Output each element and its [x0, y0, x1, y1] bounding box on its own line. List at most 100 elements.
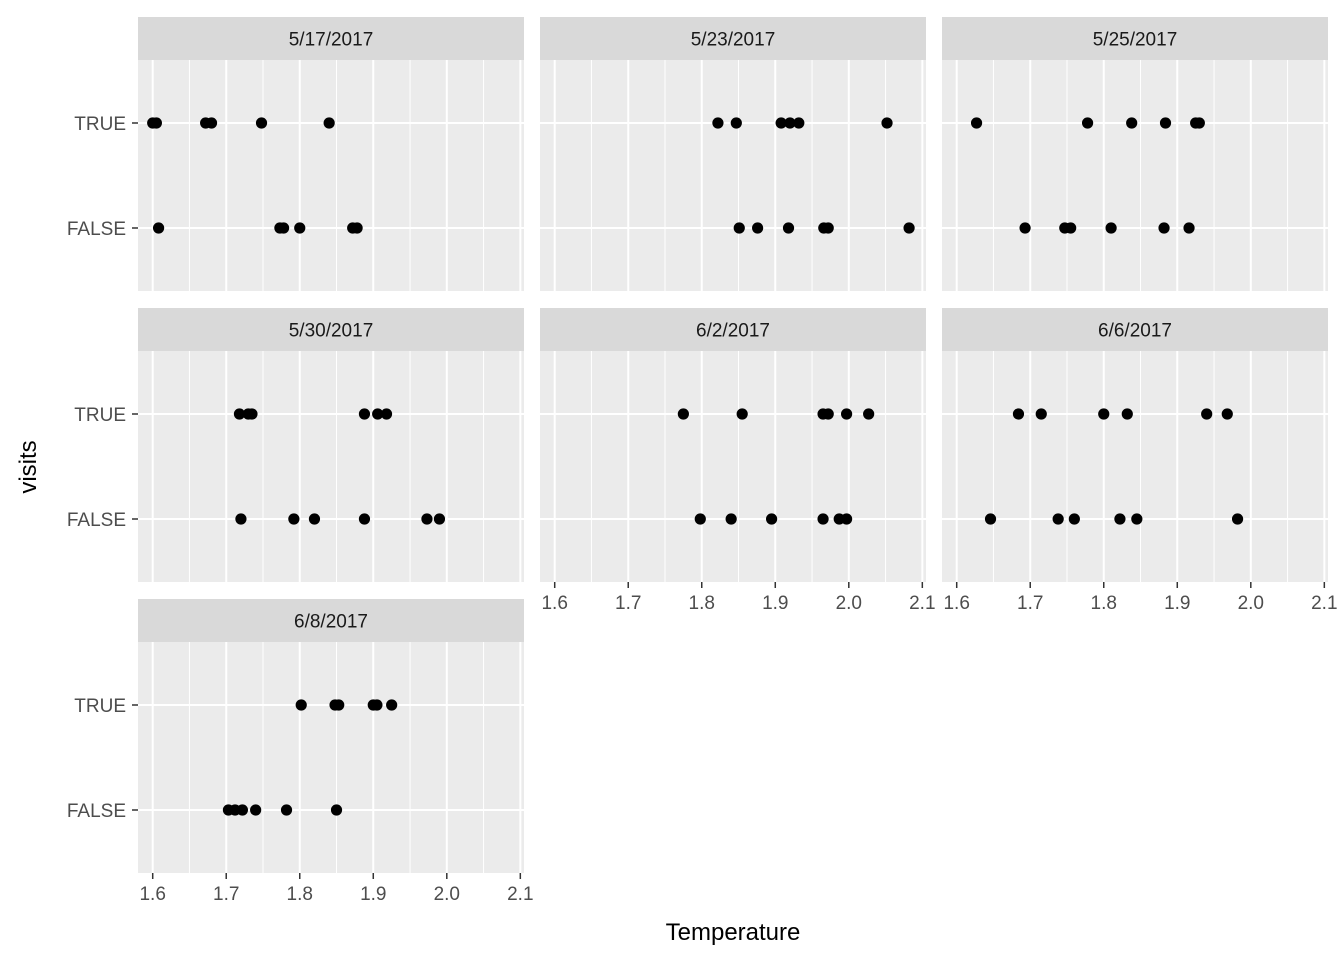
x-axis-title: Temperature: [666, 919, 801, 946]
data-point-true: [1121, 408, 1133, 420]
data-point-true: [295, 699, 307, 711]
data-point-true: [386, 699, 398, 711]
data-point-true: [323, 117, 335, 129]
data-point-true: [371, 699, 383, 711]
x-tick-label: 1.8: [689, 593, 715, 614]
data-point-false: [351, 222, 363, 234]
data-point-false: [433, 513, 446, 525]
facet-6-6-2017: 6/6/2017 1.6 1.7 1.8 1.9 2.0 2.1: [942, 308, 1338, 614]
data-point-false: [840, 513, 853, 525]
data-point-false: [1068, 513, 1080, 525]
data-point-false: [1114, 513, 1126, 525]
x-tick-label: 1.9: [762, 593, 788, 614]
data-point-false: [358, 513, 371, 525]
data-point-true: [775, 117, 787, 129]
data-point-false: [294, 222, 306, 234]
data-point-true: [246, 408, 258, 420]
facet-strip: [138, 17, 524, 60]
x-tick-label: 2.1: [507, 884, 533, 905]
data-point-true: [372, 408, 384, 420]
data-point-true: [233, 408, 246, 420]
panel-background: [942, 351, 1328, 582]
data-point-false: [250, 804, 262, 816]
facet-5-23-2017: 5/23/2017: [540, 17, 926, 291]
data-point-false: [1183, 222, 1195, 234]
data-point-true: [822, 408, 834, 420]
facet-5-30-2017: 5/30/2017 FALSE TRUE: [67, 308, 524, 582]
x-tick-label: 2.1: [909, 593, 935, 614]
y-axis-title: visits: [15, 440, 42, 493]
y-tick-label: TRUE: [74, 405, 126, 426]
data-point-false: [288, 513, 300, 525]
data-point-true: [1126, 117, 1138, 129]
data-point-true: [205, 117, 218, 129]
data-point-false: [1158, 222, 1170, 234]
data-point-false: [984, 513, 997, 525]
facet-strip-label: 6/2/2017: [696, 321, 770, 342]
data-point-true: [730, 117, 742, 129]
panel-background: [942, 60, 1328, 291]
data-point-true: [793, 117, 805, 129]
x-tick-label: 2.1: [1311, 593, 1337, 614]
data-point-true: [333, 699, 345, 711]
facet-strip: [138, 599, 524, 642]
x-tick-label: 1.6: [943, 593, 969, 614]
facet-6-2-2017: 6/2/2017 1.6 1.7 1.8 1.9 2.0 2.1: [540, 308, 936, 614]
data-point-false: [1065, 222, 1077, 234]
data-point-false: [817, 513, 829, 525]
data-point-false: [1231, 513, 1244, 525]
data-point-false: [903, 222, 915, 234]
data-point-true: [255, 117, 268, 129]
y-tick-label: TRUE: [74, 696, 126, 717]
data-point-false: [752, 222, 764, 234]
data-point-true: [712, 117, 724, 129]
facet-strip-label: 6/8/2017: [294, 612, 368, 633]
data-point-false: [1019, 222, 1031, 234]
data-point-false: [280, 804, 293, 816]
data-point-true: [358, 408, 371, 420]
data-point-true: [784, 117, 796, 129]
data-point-true: [970, 117, 983, 129]
facet-strip-label: 5/30/2017: [289, 321, 374, 342]
facet-strip-label: 5/17/2017: [289, 30, 374, 51]
data-point-false: [236, 804, 249, 816]
panel-background: [138, 351, 524, 582]
x-tick-label: 1.8: [287, 884, 313, 905]
data-point-false: [1105, 222, 1117, 234]
y-tick-label: FALSE: [67, 801, 126, 822]
data-point-true: [677, 408, 689, 420]
y-tick-label: TRUE: [74, 114, 126, 135]
facet-panels: 5/17/2017 FALSE TRUE 5/23/2017 5/25/2017 5/30…: [67, 17, 1338, 905]
panel-background: [540, 60, 926, 291]
facet-strip-label: 5/25/2017: [1093, 30, 1178, 51]
data-point-false: [766, 513, 778, 525]
panel-background: [138, 60, 524, 291]
x-tick-label: 1.6: [541, 593, 567, 614]
x-tick-label: 1.9: [360, 884, 386, 905]
data-point-true: [1081, 117, 1094, 129]
data-point-true: [1035, 408, 1047, 420]
data-point-true: [150, 117, 162, 129]
facet-6-8-2017: 6/8/2017 FALSE TRUE 1.6 1.7 1.8 1.9 2.0 2.1: [67, 599, 534, 905]
facet-strip: [540, 308, 926, 351]
y-tick-label: FALSE: [67, 510, 126, 531]
data-point-true: [863, 408, 875, 420]
y-tick-label: FALSE: [67, 219, 126, 240]
data-point-false: [421, 513, 433, 525]
facet-strip-label: 6/6/2017: [1098, 321, 1172, 342]
x-tick-label: 2.0: [1238, 593, 1264, 614]
x-tick-label: 1.7: [213, 884, 239, 905]
data-point-false: [733, 222, 745, 234]
data-point-false: [822, 222, 834, 234]
data-point-false: [330, 804, 343, 816]
data-point-true: [1159, 117, 1172, 129]
data-point-false: [235, 513, 247, 525]
data-point-false: [152, 222, 165, 234]
data-point-true: [881, 117, 893, 129]
facet-strip: [942, 17, 1328, 60]
x-tick-label: 1.7: [615, 593, 641, 614]
data-point-false: [725, 513, 737, 525]
x-tick-label: 1.9: [1164, 593, 1190, 614]
panel-background: [138, 642, 524, 873]
data-point-true: [840, 408, 853, 420]
